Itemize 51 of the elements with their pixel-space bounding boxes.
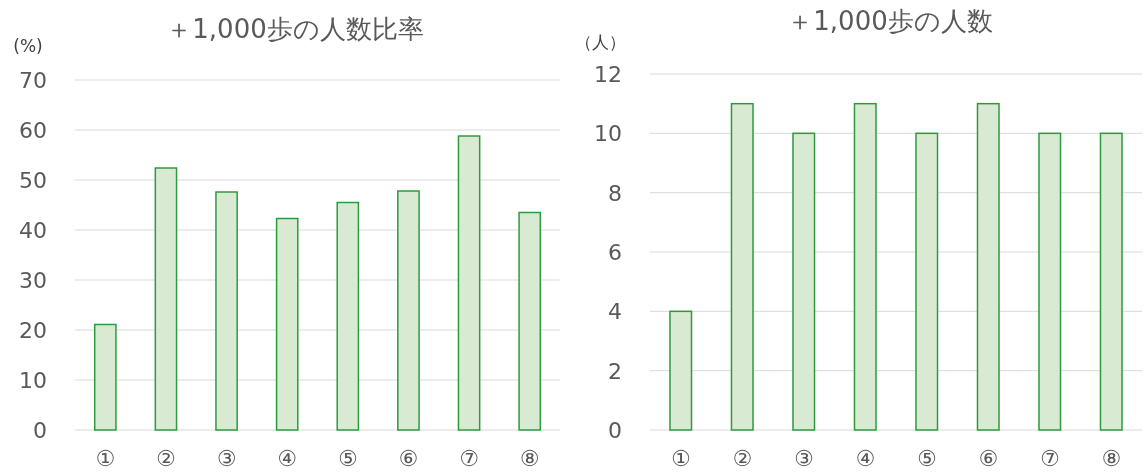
y-tick-label: 2: [608, 358, 622, 384]
bar: [154, 167, 178, 431]
bar: [215, 191, 238, 431]
bar: [669, 310, 693, 431]
y-tick-label: 10: [594, 121, 622, 147]
bar: [1099, 132, 1123, 431]
y-tick-label: 60: [19, 118, 47, 143]
x-tick-label: ①: [95, 446, 116, 471]
y-tick-label: 10: [19, 368, 47, 393]
bar: [457, 135, 481, 431]
x-tick-label: ④: [855, 446, 876, 471]
x-tick-label: ③: [793, 446, 814, 471]
x-tick-label: ⑦: [1039, 446, 1060, 471]
y-tick-label: 20: [19, 318, 47, 343]
x-tick-label: ③: [216, 446, 237, 471]
y-tick-label: 30: [19, 268, 47, 293]
y-tick-label: 50: [19, 168, 47, 193]
bar: [853, 102, 877, 431]
x-tick-label: ⑥: [978, 446, 999, 471]
x-tick-label: ⑤: [916, 446, 937, 471]
y-axis-title: (%): [13, 36, 43, 56]
x-tick-label: ②: [156, 446, 176, 471]
bar: [915, 132, 939, 431]
y-tick-label: 12: [594, 62, 622, 87]
y-tick-label: 4: [608, 299, 622, 325]
y-tick-label: 0: [33, 418, 47, 443]
bar: [976, 102, 1000, 431]
y-tick-label: 8: [608, 180, 622, 206]
bar: [518, 211, 542, 431]
bar: [93, 323, 117, 431]
x-tick-label: ②: [732, 446, 753, 471]
x-tick-label: ⑦: [459, 446, 479, 471]
chart-title: ＋1,000歩の人数: [787, 6, 993, 36]
y-axis-title: （人）: [574, 32, 626, 52]
x-tick-label: ④: [277, 446, 298, 471]
x-tick-label: ⑤: [337, 446, 358, 471]
bar: [397, 190, 420, 431]
chart-title: ＋1,000歩の人数比率: [166, 14, 424, 44]
y-tick-label: 70: [19, 68, 47, 93]
x-tick-label: ⑧: [1101, 446, 1122, 471]
bar: [275, 217, 299, 431]
bar: [730, 102, 754, 431]
bar: [1038, 132, 1062, 431]
x-tick-label: ⑥: [398, 446, 419, 471]
y-tick-label: 6: [608, 240, 622, 265]
y-tick-label: 40: [19, 218, 47, 243]
x-tick-label: ①: [670, 446, 691, 471]
bar: [792, 132, 816, 431]
x-tick-label: ⑧: [519, 446, 540, 471]
bar: [336, 201, 360, 431]
y-tick-label: 0: [608, 418, 622, 443]
